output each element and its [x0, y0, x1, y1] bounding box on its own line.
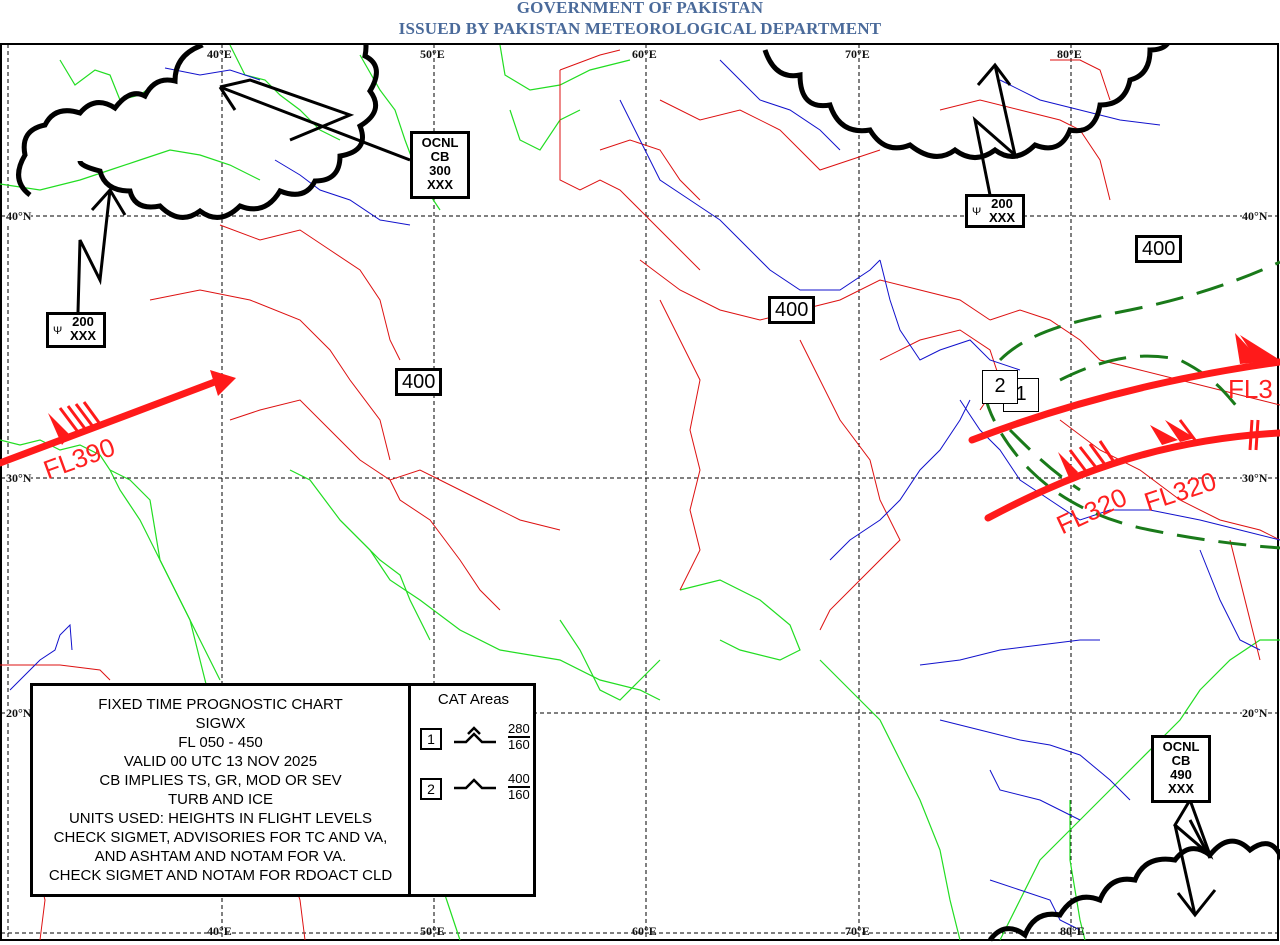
- cat-area-number: 2: [420, 778, 442, 800]
- lat-label-40n-left: 40°N: [6, 209, 32, 224]
- tropopause-box-west: Ψ 200 XXX: [46, 312, 106, 348]
- chart-legend: FIXED TIME PROGNOSTIC CHART SIGWX FL 050…: [30, 683, 536, 897]
- cat-area-number: 1: [420, 728, 442, 750]
- lon-label-40e-bottom: 40°E: [207, 924, 232, 938]
- cb-type: CB: [430, 149, 450, 164]
- cb-cloud-north: [762, 43, 1171, 160]
- lon-label-70e-bottom: 70°E: [845, 924, 870, 938]
- cat-areas-title: CAT Areas: [437, 691, 510, 708]
- legend-cb-note-2: TURB AND ICE: [167, 791, 273, 808]
- cb-cloud-northwest: [16, 43, 379, 220]
- cb-base: XXX: [426, 177, 453, 192]
- cat-top: 280: [508, 721, 530, 738]
- cat-area-marker-2: 2: [982, 370, 1018, 404]
- legend-cb-note-1: CB IMPLIES TS, GR, MOD OR SEV: [99, 772, 342, 789]
- cb-base: XXX: [1167, 781, 1194, 796]
- psi-icon: Ψ: [53, 325, 63, 337]
- cb-freq: OCNL: [421, 135, 459, 150]
- turbulence-mod-sev-icon: [454, 726, 496, 744]
- lon-label-80e-top: 80°E: [1057, 47, 1082, 61]
- lat-label-30n-right: 30°N: [1242, 471, 1268, 486]
- legend-check-2: AND ASHTAM AND NOTAM FOR VA.: [94, 848, 347, 865]
- header-line-issuer: ISSUED BY PAKISTAN METEOROLOGICAL DEPART…: [398, 19, 882, 38]
- lon-label-50e-top: 50°E: [420, 47, 445, 61]
- lat-label-30n-left: 30°N: [6, 471, 32, 486]
- cat-base: 160: [508, 737, 530, 752]
- lon-label-40e-top: 40°E: [207, 47, 232, 61]
- cat-area-levels: 400 160: [508, 772, 530, 802]
- legend-info-panel: FIXED TIME PROGNOSTIC CHART SIGWX FL 050…: [33, 686, 411, 894]
- leader-lines: [76, 62, 1217, 918]
- trop-bottom: XXX: [988, 210, 1015, 225]
- cat-base: 160: [508, 787, 530, 802]
- cb-label-box-southeast: OCNL CB 490 XXX: [1151, 735, 1211, 803]
- turbulence-mod-icon: [454, 778, 496, 790]
- cb-label-box-northwest: OCNL CB 300 XXX: [410, 131, 470, 199]
- cat-top: 400: [508, 771, 530, 788]
- legend-check-1: CHECK SIGMET, ADVISORIES FOR TC AND VA,: [53, 829, 388, 846]
- legend-units: UNITS USED: HEIGHTS IN FLIGHT LEVELS: [68, 810, 373, 827]
- lon-label-60e-bottom: 60°E: [632, 924, 657, 938]
- legend-valid-time: VALID 00 UTC 13 NOV 2025: [123, 753, 318, 770]
- trop-top: 200: [991, 196, 1013, 211]
- fl-box-northeast: 400: [1135, 235, 1183, 263]
- jet-wind-barbs: [58, 401, 1260, 475]
- legend-fl-range: FL 050 - 450: [178, 734, 263, 751]
- legend-cat-areas: CAT Areas 1 280 160 2 400 160: [414, 686, 533, 894]
- fl-box-afghan: 400: [768, 296, 816, 324]
- cb-cloud-southeast: [988, 838, 1280, 942]
- lon-label-80e-bottom: 80°E: [1060, 924, 1085, 938]
- jet-label-fl3: FL3: [1228, 374, 1273, 404]
- cat-area-levels: 280 160: [508, 722, 530, 752]
- lon-label-70e-top: 70°E: [845, 47, 870, 61]
- lat-label-20n-right: 20°N: [1242, 706, 1268, 721]
- lon-label-60e-top: 60°E: [632, 47, 657, 61]
- tropopause-box-north: Ψ 200 XXX: [965, 194, 1025, 228]
- lat-label-40n-right: 40°N: [1242, 209, 1268, 224]
- cb-top: 490: [1170, 767, 1192, 782]
- political-borders: [0, 49, 1280, 941]
- legend-product: SIGWX: [195, 715, 246, 732]
- lon-label-50e-bottom: 50°E: [420, 924, 445, 938]
- header-line-government: GOVERNMENT OF PAKISTAN: [516, 0, 764, 17]
- cb-top: 300: [429, 163, 451, 178]
- fl-box-central: 400: [395, 368, 443, 396]
- cb-type: CB: [1171, 753, 1191, 768]
- jet-arrowheads: [48, 333, 1280, 480]
- legend-check-3: CHECK SIGMET AND NOTAM FOR RDOACT CLD: [48, 867, 393, 884]
- psi-icon: Ψ: [972, 206, 982, 218]
- jet-stream-lines: [0, 358, 1280, 522]
- cat-area-row-1: 1 280 160: [420, 722, 530, 754]
- cat-area-boundaries: [983, 260, 1280, 550]
- legend-chart-type: FIXED TIME PROGNOSTIC CHART: [98, 696, 343, 713]
- trop-bottom: XXX: [69, 328, 96, 343]
- cb-freq: OCNL: [1162, 739, 1200, 754]
- trop-top: 200: [72, 314, 94, 329]
- coastlines: [0, 44, 1280, 941]
- rivers: [9, 59, 1280, 931]
- lat-label-20n-left: 20°N: [6, 706, 32, 721]
- cat-area-row-2: 2 400 160: [420, 772, 530, 804]
